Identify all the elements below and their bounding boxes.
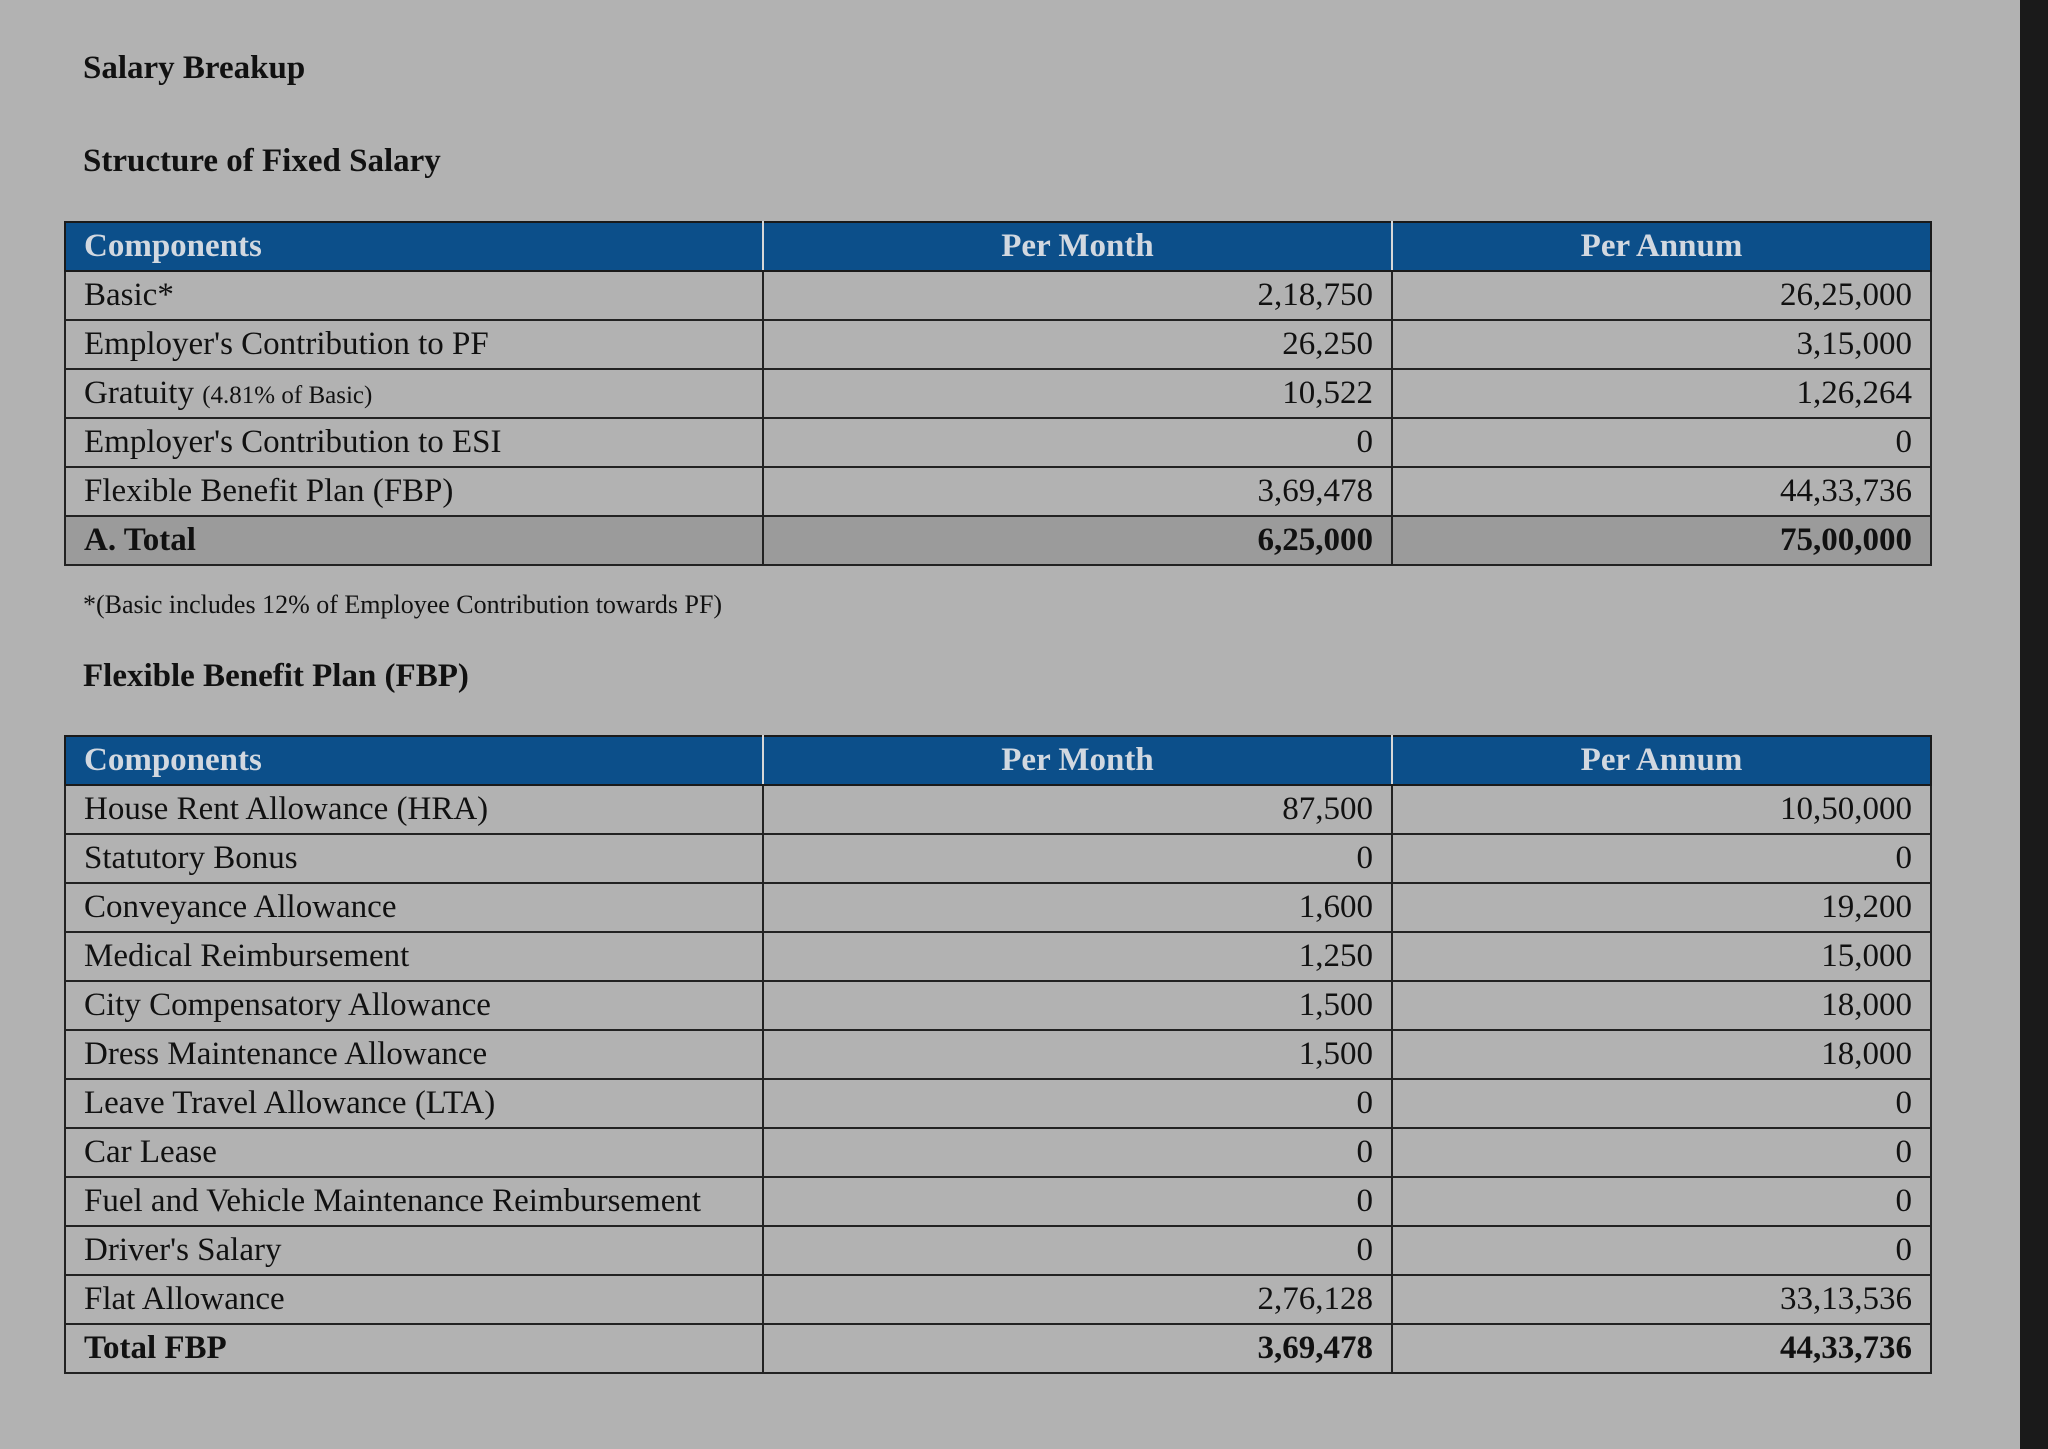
per-month-value: 87,500: [762, 784, 1393, 835]
component-name: Employer's Contribution to PF: [84, 326, 489, 362]
total-per-month: 6,25,000: [762, 515, 1393, 566]
per-month-value: 0: [762, 417, 1393, 468]
component-label: City Compensatory Allowance: [64, 980, 764, 1031]
per-month-column-header: Per Month: [762, 221, 1393, 272]
table-row: Employer's Contribution to ESI 0 0: [64, 417, 1932, 468]
per-annum-column-header: Per Annum: [1391, 221, 1932, 272]
table-row: Flexible Benefit Plan (FBP) 3,69,478 44,…: [64, 466, 1932, 517]
per-month-value: 0: [762, 1176, 1393, 1227]
table-header-row: Components Per Month Per Annum: [64, 221, 1932, 272]
per-annum-value: 33,13,536: [1391, 1274, 1932, 1325]
fixed-salary-heading: Structure of Fixed Salary: [83, 143, 441, 179]
total-label: Total FBP: [64, 1323, 764, 1374]
component-label: Fuel and Vehicle Maintenance Reimburseme…: [64, 1176, 764, 1227]
components-column-header: Components: [64, 221, 764, 272]
table-header-row: Components Per Month Per Annum: [64, 735, 1932, 786]
total-per-annum: 75,00,000: [1391, 515, 1932, 566]
total-per-month: 3,69,478: [762, 1323, 1393, 1374]
table-row: City Compensatory Allowance 1,500 18,000: [64, 980, 1932, 1031]
per-annum-value: 18,000: [1391, 1029, 1932, 1080]
per-annum-value: 3,15,000: [1391, 319, 1932, 370]
component-label: Basic*: [64, 270, 764, 321]
component-label: Leave Travel Allowance (LTA): [64, 1078, 764, 1129]
per-annum-value: 0: [1391, 417, 1932, 468]
per-month-value: 0: [762, 1225, 1393, 1276]
table-row: Dress Maintenance Allowance 1,500 18,000: [64, 1029, 1932, 1080]
per-month-value: 26,250: [762, 319, 1393, 370]
component-name: Gratuity: [84, 375, 194, 411]
component-name: Flexible Benefit Plan (FBP): [84, 473, 454, 509]
components-column-header: Components: [64, 735, 764, 786]
table-row: Basic* 2,18,750 26,25,000: [64, 270, 1932, 321]
component-label: Employer's Contribution to ESI: [64, 417, 764, 468]
screen-edge: [2020, 0, 2048, 1449]
table-row: Leave Travel Allowance (LTA) 0 0: [64, 1078, 1932, 1129]
table-row: Medical Reimbursement 1,250 15,000: [64, 931, 1932, 982]
per-annum-value: 0: [1391, 1225, 1932, 1276]
table-row: Fuel and Vehicle Maintenance Reimburseme…: [64, 1176, 1932, 1227]
per-month-value: 10,522: [762, 368, 1393, 419]
per-month-value: 1,500: [762, 1029, 1393, 1080]
per-annum-value: 0: [1391, 1078, 1932, 1129]
component-label: House Rent Allowance (HRA): [64, 784, 764, 835]
per-annum-value: 0: [1391, 1127, 1932, 1178]
component-label: Car Lease: [64, 1127, 764, 1178]
basic-footnote: *(Basic includes 12% of Employee Contrib…: [83, 590, 723, 619]
component-label: Employer's Contribution to PF: [64, 319, 764, 370]
total-row: Total FBP 3,69,478 44,33,736: [64, 1323, 1932, 1374]
component-label: Driver's Salary: [64, 1225, 764, 1276]
per-annum-value: 44,33,736: [1391, 466, 1932, 517]
per-month-value: 1,250: [762, 931, 1393, 982]
fbp-table: Components Per Month Per Annum House Ren…: [64, 735, 1932, 1374]
fbp-heading: Flexible Benefit Plan (FBP): [83, 658, 469, 694]
per-annum-value: 0: [1391, 1176, 1932, 1227]
component-label: Statutory Bonus: [64, 833, 764, 884]
table-row: Employer's Contribution to PF 26,250 3,1…: [64, 319, 1932, 370]
table-row: Car Lease 0 0: [64, 1127, 1932, 1178]
per-annum-value: 19,200: [1391, 882, 1932, 933]
per-annum-column-header: Per Annum: [1391, 735, 1932, 786]
per-month-value: 2,18,750: [762, 270, 1393, 321]
table-row: Flat Allowance 2,76,128 33,13,536: [64, 1274, 1932, 1325]
per-month-column-header: Per Month: [762, 735, 1393, 786]
per-annum-value: 0: [1391, 833, 1932, 884]
per-month-value: 1,600: [762, 882, 1393, 933]
component-label: Dress Maintenance Allowance: [64, 1029, 764, 1080]
table-row: Driver's Salary 0 0: [64, 1225, 1932, 1276]
component-label: Flexible Benefit Plan (FBP): [64, 466, 764, 517]
per-month-value: 0: [762, 833, 1393, 884]
table-row: Statutory Bonus 0 0: [64, 833, 1932, 884]
total-label: A. Total: [64, 515, 764, 566]
component-label: Medical Reimbursement: [64, 931, 764, 982]
fixed-salary-table: Components Per Month Per Annum Basic* 2,…: [64, 221, 1932, 566]
per-annum-value: 1,26,264: [1391, 368, 1932, 419]
component-name: Basic*: [84, 277, 174, 313]
component-note: (4.81% of Basic): [202, 382, 373, 409]
component-label: Flat Allowance: [64, 1274, 764, 1325]
per-month-value: 0: [762, 1078, 1393, 1129]
per-month-value: 2,76,128: [762, 1274, 1393, 1325]
per-annum-value: 10,50,000: [1391, 784, 1932, 835]
total-per-annum: 44,33,736: [1391, 1323, 1932, 1374]
table-row: Conveyance Allowance 1,600 19,200: [64, 882, 1932, 933]
per-annum-value: 26,25,000: [1391, 270, 1932, 321]
component-label: Gratuity (4.81% of Basic): [64, 368, 764, 419]
per-month-value: 3,69,478: [762, 466, 1393, 517]
page-title: Salary Breakup: [83, 50, 306, 86]
table-row: House Rent Allowance (HRA) 87,500 10,50,…: [64, 784, 1932, 835]
component-name: Employer's Contribution to ESI: [84, 424, 502, 460]
per-annum-value: 18,000: [1391, 980, 1932, 1031]
table-row: Gratuity (4.81% of Basic) 10,522 1,26,26…: [64, 368, 1932, 419]
per-month-value: 0: [762, 1127, 1393, 1178]
component-label: Conveyance Allowance: [64, 882, 764, 933]
total-row: A. Total 6,25,000 75,00,000: [64, 515, 1932, 566]
per-month-value: 1,500: [762, 980, 1393, 1031]
per-annum-value: 15,000: [1391, 931, 1932, 982]
